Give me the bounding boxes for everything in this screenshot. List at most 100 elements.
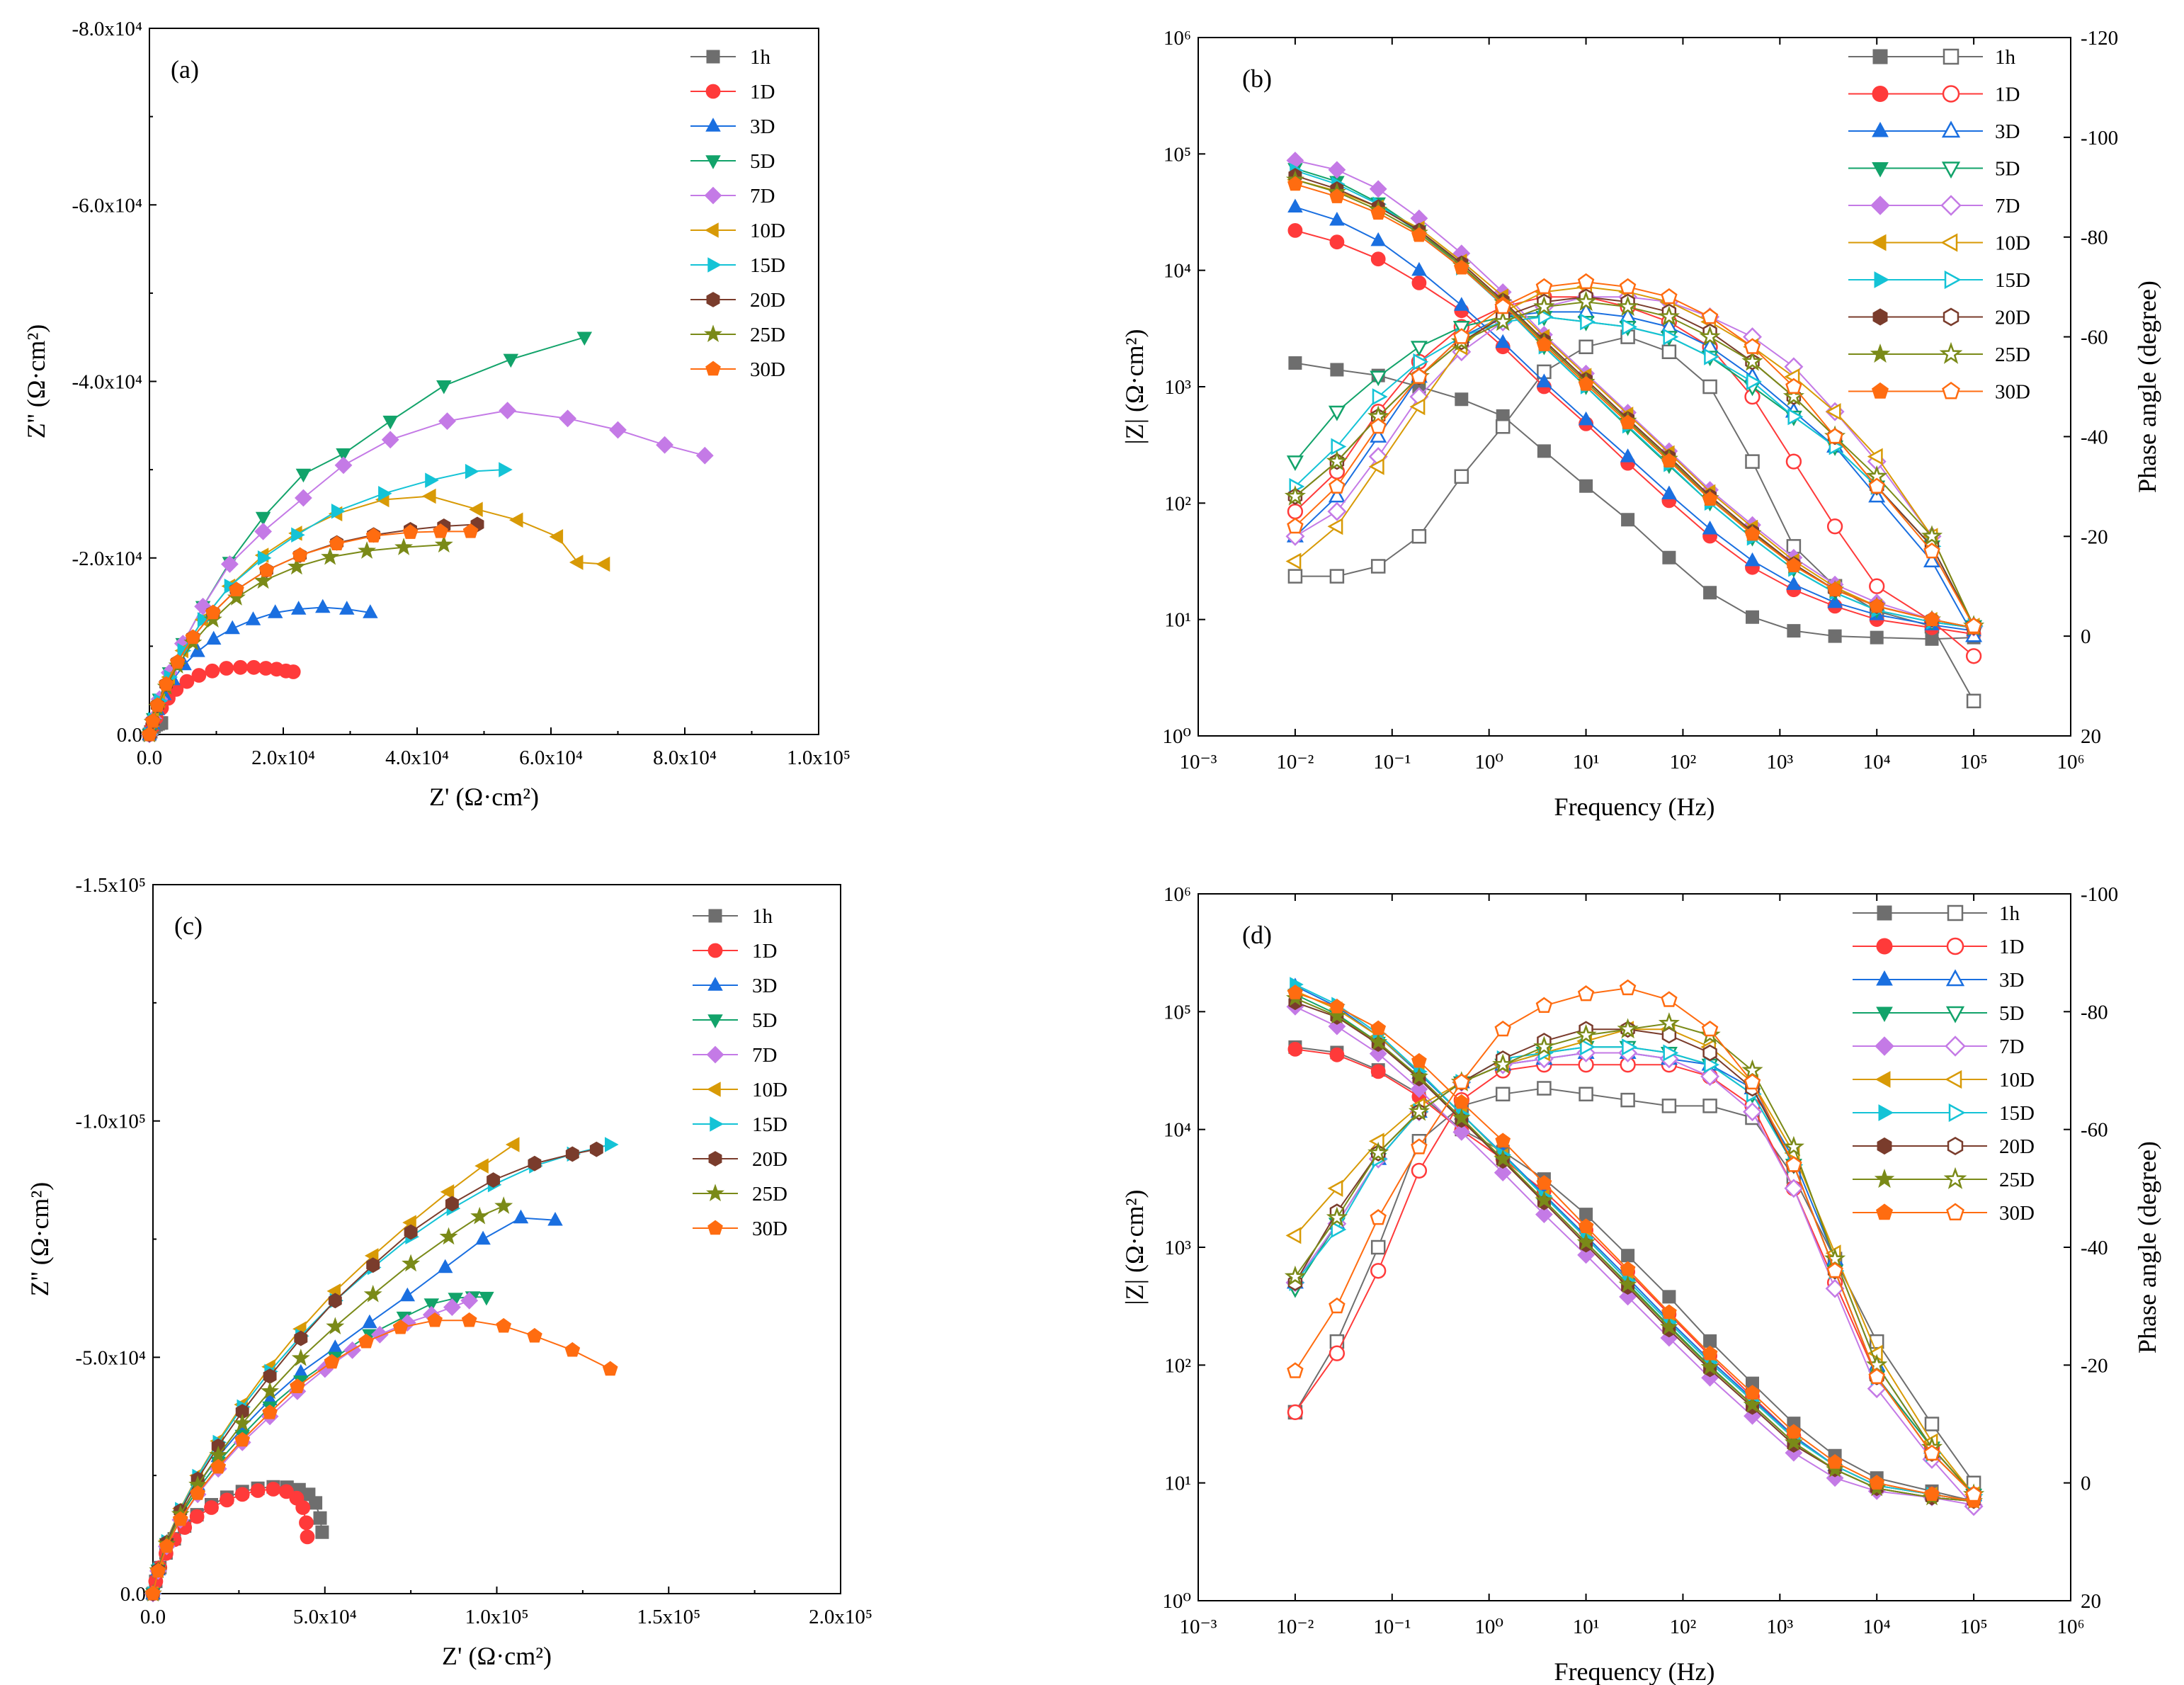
phase-point: [1370, 559, 1386, 574]
legend-marker-open: [1945, 969, 1965, 987]
y-axis-label: |Z| (Ω·cm²): [1120, 1190, 1149, 1305]
phase-point: [1745, 454, 1760, 469]
data-point: [169, 654, 186, 669]
data-point: [462, 523, 479, 538]
phase-point: [1825, 403, 1841, 421]
y2-tick-label: -20: [2081, 526, 2108, 548]
y2-axis-label: Phase angle (degree): [2133, 1141, 2161, 1354]
legend-marker-open: [1948, 1103, 1966, 1123]
data-point: [292, 547, 308, 562]
phase-point: [1411, 368, 1428, 384]
data-point: [254, 522, 273, 540]
phase-point: [1744, 1073, 1761, 1090]
y-tick-label: 10¹: [1164, 609, 1191, 632]
y-tick-label: 10⁶: [1164, 27, 1191, 50]
data-point: [494, 1196, 513, 1214]
legend-marker-open: [1947, 1137, 1964, 1155]
phase-point: [1826, 518, 1843, 535]
modz-point: [1329, 1047, 1345, 1062]
modz-point: [1455, 392, 1469, 407]
modz-point: [1578, 1218, 1594, 1233]
y-tick-label: 10²: [1164, 1354, 1191, 1377]
legend-label: 1D: [1999, 936, 2024, 958]
phase-point: [1702, 1044, 1717, 1062]
phase-point: [1495, 419, 1511, 434]
data-point: [547, 1211, 563, 1226]
x-tick-label: 6.0x10⁴: [519, 747, 583, 769]
data-point: [363, 1284, 382, 1303]
legend-label: 25D: [752, 1183, 787, 1205]
legend-label: 10D: [750, 220, 785, 242]
data-point: [461, 1312, 477, 1327]
legend-label: 30D: [1995, 381, 2030, 404]
phase-point: [1622, 318, 1637, 336]
data-point: [365, 528, 382, 543]
x-tick-label: 10²: [1670, 751, 1697, 773]
data-point: [378, 486, 392, 501]
phase-point: [1331, 1220, 1347, 1239]
y2-tick-label: 0: [2081, 1473, 2091, 1495]
modz-point: [1703, 586, 1717, 600]
x-tick-label: 1.0x10⁵: [465, 1606, 529, 1628]
legend-marker: [707, 257, 722, 273]
phase-point: [1661, 288, 1678, 305]
modz-point: [1288, 356, 1302, 370]
data-point: [324, 1354, 340, 1369]
modz-point: [1411, 276, 1427, 290]
modz-point: [1870, 630, 1884, 645]
phase-point: [1287, 503, 1304, 520]
phase-point: [1326, 450, 1348, 471]
modz-point: [1494, 1164, 1512, 1182]
data-point: [220, 555, 239, 573]
phase-point: [1577, 273, 1595, 290]
data-point: [315, 598, 331, 613]
data-point: [339, 601, 355, 615]
y-tick-label: -2.0x10⁴: [72, 548, 142, 570]
modz-point: [1369, 180, 1387, 198]
y2-tick-label: -100: [2081, 883, 2118, 906]
legend-label: 1D: [750, 81, 775, 103]
modz-point: [1452, 1123, 1471, 1141]
legend-label: 20D: [1999, 1135, 2035, 1158]
x-tick-label: 10¹: [1573, 1616, 1600, 1638]
data-point: [422, 488, 436, 504]
data-point: [328, 1293, 342, 1309]
legend-marker-open: [1941, 120, 1961, 138]
phase-point: [1658, 305, 1680, 327]
x-tick-label: 10⁻²: [1276, 1616, 1314, 1638]
phase-point: [1867, 1344, 1883, 1362]
modz-point: [1370, 205, 1387, 220]
y-tick-label: 0.0: [117, 724, 142, 747]
y2-tick-label: -80: [2081, 227, 2108, 249]
data-point: [190, 643, 205, 657]
y-tick-label: -4.0x10⁴: [72, 371, 142, 394]
panel-c-nyquist-chart: 0.0 5.0x10⁴ 1.0x10⁵ 1.5x10⁵ 2.0x10⁵ 0.0 -5.0x1…: [25, 874, 872, 1670]
data-point: [528, 1155, 542, 1171]
data-point: [433, 523, 448, 538]
legend-label: 1h: [750, 46, 771, 69]
legend-marker-filled: [1872, 382, 1889, 399]
data-point: [565, 1146, 579, 1162]
data-point: [294, 1330, 308, 1346]
legend-label: 20D: [752, 1148, 787, 1171]
phase-point: [1577, 985, 1595, 1002]
y2-tick-label: -60: [2081, 327, 2108, 349]
data-point: [695, 446, 714, 465]
data-point: [402, 524, 419, 539]
legend-marker: [707, 1082, 721, 1097]
modz-point: [1329, 211, 1345, 226]
x-tick-label: 10⁻¹: [1373, 1616, 1411, 1638]
modz-point: [1537, 444, 1551, 458]
data-point: [150, 1562, 166, 1578]
y2-tick-label: -40: [2081, 426, 2108, 448]
phase-point: [1617, 1018, 1639, 1039]
series-30D: [145, 1312, 618, 1601]
legend-marker-open: [1947, 904, 1964, 921]
phase-point: [1743, 1102, 1762, 1122]
modz-line: [1295, 175, 1974, 629]
data-point: [576, 331, 593, 346]
modz-point: [1536, 1175, 1552, 1190]
series-5D: [145, 1291, 494, 1602]
legend-label: 15D: [752, 1113, 787, 1136]
modz-point: [1784, 1433, 1803, 1451]
